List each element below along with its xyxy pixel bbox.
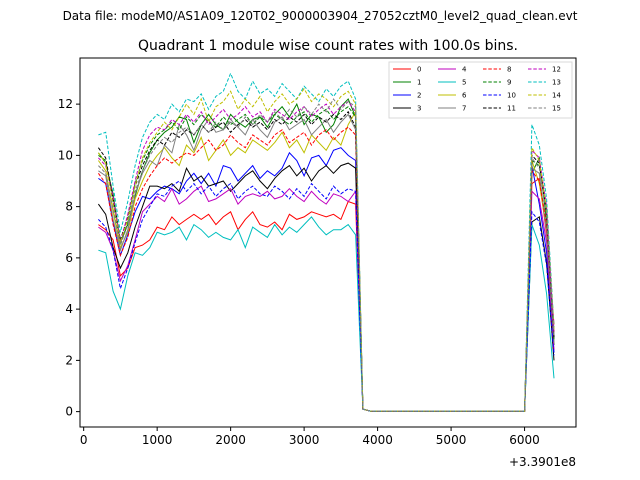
legend-label-4: 4 bbox=[462, 66, 467, 74]
y-tick-label: 0 bbox=[65, 405, 73, 419]
legend-label-2: 2 bbox=[417, 92, 421, 100]
legend-label-8: 8 bbox=[507, 66, 511, 74]
series-line-3 bbox=[97, 162, 555, 412]
legend-box bbox=[388, 61, 573, 119]
series-line-9 bbox=[98, 106, 555, 412]
x-tick-label: 6000 bbox=[509, 433, 540, 447]
chart-title: Quadrant 1 module wise count rates with … bbox=[138, 38, 518, 54]
x-tick-label: 0 bbox=[80, 433, 88, 447]
y-tick-label: 10 bbox=[58, 148, 73, 162]
legend-label-13: 13 bbox=[552, 79, 561, 87]
y-tick-label: 12 bbox=[58, 97, 73, 111]
legend-label-1: 1 bbox=[417, 79, 421, 87]
y-tick-label: 6 bbox=[65, 251, 73, 265]
y-tick-label: 8 bbox=[65, 200, 73, 214]
axes: 0 1000 2000 3000 4000 5000 6000 0 2 4 6 8 10 12 bbox=[58, 97, 540, 447]
series-line-1 bbox=[97, 98, 555, 412]
legend-label-3: 3 bbox=[417, 105, 421, 113]
x-tick-label: 4000 bbox=[362, 433, 393, 447]
axes-frame bbox=[79, 57, 577, 428]
y-tick-label: 4 bbox=[65, 302, 73, 316]
legend-label-12: 12 bbox=[552, 66, 561, 74]
series-line-12 bbox=[98, 100, 555, 412]
x-tick-label: 5000 bbox=[436, 433, 467, 447]
series-line-15 bbox=[98, 98, 555, 412]
legend-label-0: 0 bbox=[417, 66, 421, 74]
legend-label-7: 7 bbox=[462, 105, 466, 113]
y-tick-label: 2 bbox=[65, 353, 73, 367]
legend-label-6: 6 bbox=[462, 92, 467, 100]
series-line-5 bbox=[98, 216, 555, 412]
legend-label-10: 10 bbox=[507, 92, 516, 100]
legend-label-9: 9 bbox=[507, 79, 511, 87]
x-tick-label: 3000 bbox=[289, 433, 320, 447]
series-line-0 bbox=[98, 177, 555, 412]
legend-label-11: 11 bbox=[507, 105, 516, 113]
legend-label-5: 5 bbox=[462, 79, 466, 87]
series-line-14 bbox=[97, 87, 555, 412]
series-line-10 bbox=[98, 180, 555, 412]
plot-area bbox=[97, 72, 555, 412]
series-line-8 bbox=[97, 126, 555, 412]
series-line-11 bbox=[97, 110, 555, 412]
x-tick-label: 2000 bbox=[215, 433, 246, 447]
x-offset-label: +3.3901e8 bbox=[509, 455, 576, 469]
legend-label-14: 14 bbox=[552, 92, 561, 100]
x-tick-label: 1000 bbox=[142, 433, 173, 447]
legend-label-15: 15 bbox=[552, 105, 561, 113]
series-line-4 bbox=[98, 185, 555, 412]
suptitle: Data file: modeM0/AS1A09_120T02_90000039… bbox=[63, 9, 578, 23]
series-line-6 bbox=[97, 110, 555, 412]
